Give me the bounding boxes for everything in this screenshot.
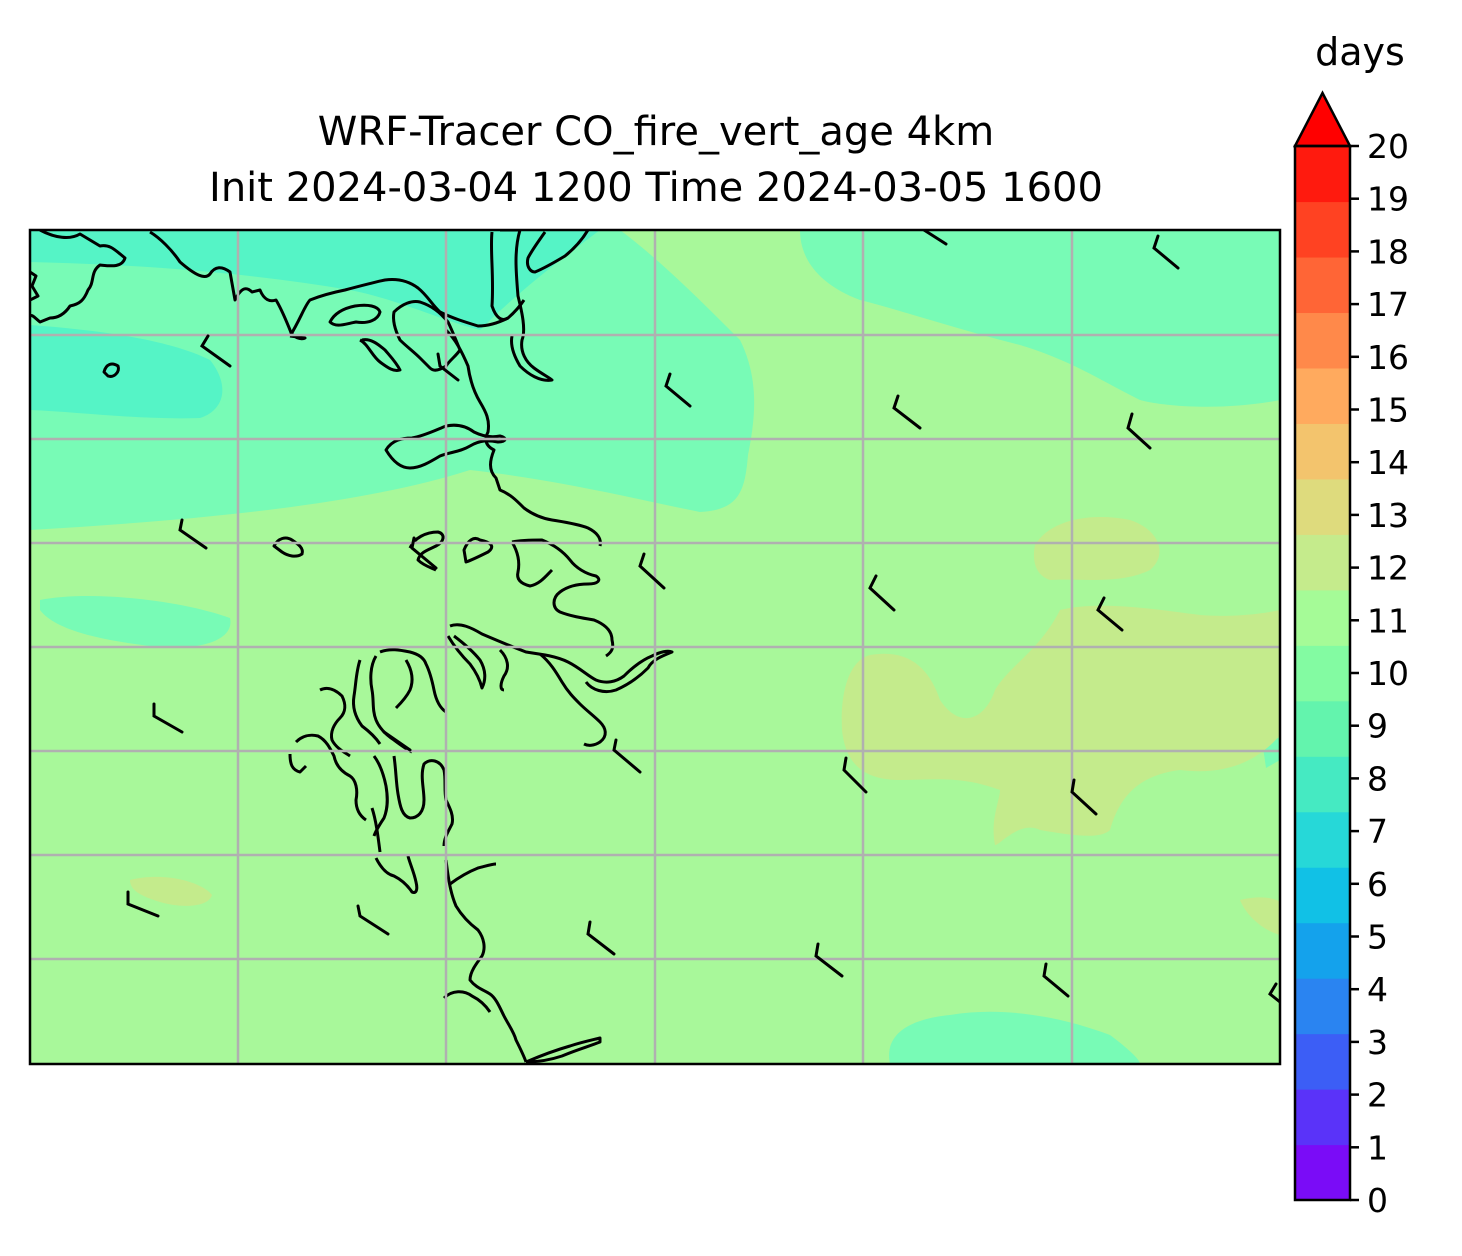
wind-barb: [126, 890, 160, 918]
wind-barb: [152, 702, 184, 734]
wind-barb: [382, 730, 412, 752]
colorbar-tick-label: 1: [1367, 1128, 1388, 1167]
wind-barb: [1268, 982, 1280, 1004]
wind-barb: [1152, 234, 1180, 270]
colorbar-segment: [1295, 922, 1350, 979]
colorbar-segment: [1295, 534, 1350, 591]
colorbar-segment: [1295, 1089, 1350, 1146]
gridlines: [30, 230, 1280, 1064]
colorbar-tick-label: 14: [1367, 443, 1409, 482]
wind-barb: [868, 574, 896, 612]
colorbar-tick-label: 6: [1367, 865, 1388, 904]
colorbar-tick-label: 11: [1367, 601, 1409, 640]
wind-barb: [814, 942, 844, 978]
colorbar-tick-label: 3: [1367, 1023, 1388, 1062]
colorbar-tick-label: 20: [1367, 127, 1409, 166]
wind-barb: [1042, 962, 1070, 998]
colorbar-extend-arrow: [1292, 90, 1353, 148]
colorbar-tick-label: 18: [1367, 232, 1409, 271]
field-region-9-10-southeast: [889, 1011, 1140, 1064]
wind-barb: [200, 334, 232, 368]
map-frame: [28, 228, 1282, 1066]
field-region-8-9-northwest: [30, 325, 223, 419]
colorbar-segment: [1295, 478, 1350, 535]
colorbar-segment: [1295, 978, 1350, 1035]
wind-barb: [356, 904, 390, 936]
field-region-9-10-northwest: [30, 230, 755, 530]
field-region-9-10-west: [40, 596, 231, 648]
colorbar-tick-label: 19: [1367, 180, 1409, 219]
map-title-line1: WRF-Tracer CO_fire_vert_age 4km: [317, 109, 995, 155]
colorbar-tick-label: 10: [1367, 654, 1409, 693]
colorbar-segment: [1295, 201, 1350, 258]
map-panel: [30, 230, 1280, 1064]
wind-barbs: [126, 230, 1280, 1004]
colorbar-segment: [1295, 256, 1350, 314]
colorbar-tick-label: 4: [1367, 970, 1388, 1009]
wind-barb: [1070, 778, 1098, 816]
colorbar-segment: [1295, 811, 1350, 868]
colorbar-unit-label: days: [1315, 30, 1405, 74]
colorbar-tick-label: 0: [1367, 1181, 1388, 1220]
map-title-line2: Init 2024-03-04 1200 Time 2024-03-05 160…: [209, 165, 1103, 211]
wind-barb: [436, 352, 460, 382]
wind-barb: [1126, 412, 1152, 450]
colorbar-segment: [1295, 1144, 1350, 1201]
colorbar-segment: [1295, 756, 1350, 813]
colorbar-segment: [1295, 1033, 1350, 1090]
colorbar-segment: [1295, 700, 1350, 757]
colorbar-tick-label: 16: [1367, 338, 1409, 377]
wind-barb: [410, 536, 438, 570]
colorbar-tick-label: 17: [1367, 285, 1409, 324]
wind-barb: [922, 230, 948, 246]
wind-barb: [664, 372, 692, 408]
colorbar-segment: [1295, 645, 1350, 702]
field-region-9-10-northeast: [800, 230, 1280, 407]
colorbar-tick-label: 8: [1367, 759, 1388, 798]
colorbar-segment: [1295, 312, 1350, 369]
wind-barb: [638, 552, 666, 590]
colorbar-tick-label: 15: [1367, 391, 1409, 430]
colorbar-segment: [1295, 423, 1350, 480]
colorbar-segment: [1295, 146, 1350, 203]
wind-barb: [1096, 596, 1124, 632]
field-region-12-13-southwest: [130, 876, 212, 906]
colorbar-tick-label: 12: [1367, 549, 1409, 588]
field-region-12-13-southeast: [1240, 897, 1280, 935]
field-region-12-13-east: [1033, 517, 1160, 580]
wind-barb: [612, 738, 642, 774]
wind-barb: [586, 920, 616, 956]
colorbar-tick-label: 2: [1367, 1076, 1388, 1115]
colorbar-segment: [1295, 589, 1350, 646]
wind-barb: [842, 756, 868, 794]
colorbar-tick-label: 7: [1367, 812, 1388, 851]
colorbar-tick-label: 9: [1367, 707, 1388, 746]
wind-barb: [892, 394, 922, 430]
colorbar-segment: [1295, 867, 1350, 924]
field-region-8-9-north: [30, 230, 600, 330]
wind-barb: [178, 518, 208, 550]
colorbar-tick-label: 13: [1367, 496, 1409, 535]
colorbar-tick-label: 5: [1367, 918, 1388, 957]
colorbar-segment: [1295, 367, 1350, 424]
field-region-12-13-east-large: [841, 605, 1280, 845]
